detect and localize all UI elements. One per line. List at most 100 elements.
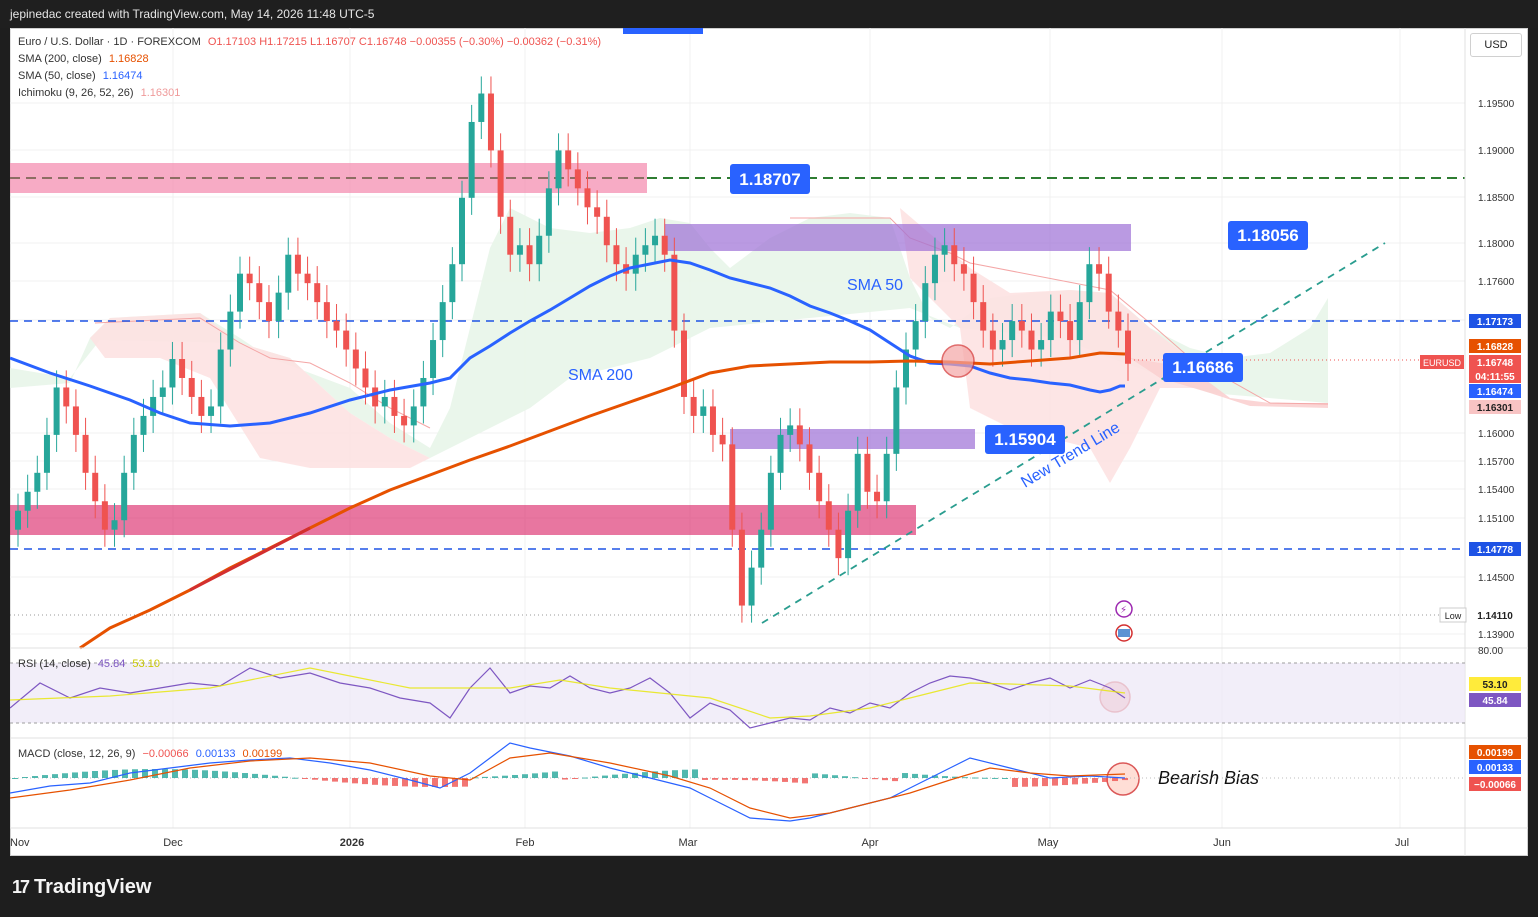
candle: [304, 256, 311, 301]
lightning-icon[interactable]: [1115, 600, 1133, 618]
macd-bar: [792, 778, 798, 783]
candle: [507, 199, 514, 272]
macd-bar: [412, 778, 418, 787]
label-level-top: 1.18707: [730, 164, 810, 194]
macd-bar: [332, 778, 338, 782]
candle: [101, 484, 108, 547]
candle: [671, 237, 678, 348]
macd-bar: [562, 778, 568, 780]
candle: [1076, 285, 1083, 358]
price-tick: 1.19000: [1478, 146, 1515, 157]
svg-text:⚡: ⚡: [1120, 605, 1127, 616]
svg-text:1.16686: 1.16686: [1172, 358, 1233, 377]
time-label: May: [1038, 837, 1059, 849]
price-badge: 1.16828: [1469, 339, 1521, 353]
candle: [1067, 304, 1074, 358]
price-tick: 1.15100: [1478, 514, 1515, 525]
price-badge: 1.14110: [1469, 608, 1521, 622]
svg-text:Low: Low: [1445, 611, 1462, 621]
macd-bar: [52, 774, 58, 778]
macd-bar: [682, 769, 688, 778]
macd-bar: [1042, 778, 1048, 787]
candle: [1125, 313, 1131, 381]
macd-pane: [10, 742, 1465, 822]
sma50-text: SMA 50: [847, 277, 903, 294]
candle: [179, 341, 186, 396]
price-tick: 1.13900: [1478, 630, 1515, 641]
macd-bar: [42, 775, 48, 778]
candle: [999, 322, 1006, 367]
macd-bar: [632, 772, 638, 778]
candle: [343, 313, 350, 367]
currency-button[interactable]: USD: [1470, 33, 1522, 57]
svg-text:1.17173: 1.17173: [1477, 317, 1514, 328]
candle: [526, 228, 533, 282]
price-tick: 1.14500: [1478, 573, 1515, 584]
candle: [82, 417, 89, 490]
candle: [294, 237, 301, 291]
footer-bar: [0, 856, 1538, 917]
candle: [700, 389, 707, 433]
candle: [169, 341, 176, 405]
macd-bar: [12, 778, 18, 779]
macd-bar: [1032, 778, 1038, 787]
time-label: Dec: [163, 837, 183, 849]
candle: [1047, 294, 1054, 358]
candle: [188, 360, 195, 415]
macd-bar: [1082, 778, 1088, 784]
macd-bar: [222, 771, 228, 778]
candle: [719, 417, 726, 462]
macd-bar: [382, 778, 388, 786]
macd-bar: [172, 769, 178, 778]
legend-main: Euro / U.S. Dollar · 1D · FOREXCOM O1.17…: [18, 36, 601, 48]
tradingview-logo: 17 TradingView: [12, 876, 152, 898]
candle: [796, 408, 803, 462]
macd-bar: [442, 778, 448, 787]
macd-bar: [622, 773, 628, 778]
candle: [738, 512, 745, 623]
macd-bar: [892, 778, 898, 782]
macd-histogram: [12, 769, 1128, 787]
tradingview-logo-icon: 17: [12, 877, 30, 897]
macd-bar: [522, 774, 528, 778]
svg-text:1.14778: 1.14778: [1477, 545, 1514, 556]
price-scale[interactable]: 1.19500 1.19000 1.18500 1.18000 1.17600 1.160…: [1478, 99, 1515, 657]
macd-bar: [882, 778, 888, 781]
time-axis[interactable]: Nov Dec 2026 Feb Mar Apr May Jun Jul: [10, 837, 1409, 849]
candle: [951, 228, 958, 282]
price-badge: 04:11:55: [1469, 369, 1521, 383]
chart-canvas[interactable]: ⚡ SMA 50 SMA 200 New Trend Line Bearish …: [10, 28, 1528, 856]
svg-text:45.84: 45.84: [1482, 696, 1507, 707]
macd-bar: [1122, 778, 1128, 781]
price-badges: 1.17173 1.16828 1.16748 04:11:55 1.16474 1.16…: [1420, 314, 1521, 791]
macd-bar: [352, 778, 358, 784]
macd-bar: [372, 778, 378, 785]
candle: [121, 455, 128, 538]
candle: [545, 171, 552, 253]
candle: [92, 455, 99, 519]
macd-bar: [462, 778, 468, 787]
macd-bar: [732, 778, 738, 780]
macd-bar: [72, 772, 78, 778]
svg-text:1.16301: 1.16301: [1477, 403, 1514, 414]
svg-text:1.14110: 1.14110: [1477, 611, 1513, 622]
candle: [468, 104, 475, 215]
macd-bar: [92, 771, 98, 778]
candle: [275, 275, 282, 339]
price-tick: 1.17600: [1478, 277, 1515, 288]
macd-bar: [772, 778, 778, 782]
rsi-badge: 53.10: [1469, 677, 1521, 691]
svg-text:1.18707: 1.18707: [739, 170, 800, 189]
legend-sma200: SMA (200, close) 1.16828: [18, 53, 149, 65]
svg-text:04:11:55: 04:11:55: [1475, 372, 1515, 383]
macd-bar: [652, 771, 658, 778]
svg-text:53.10: 53.10: [1482, 680, 1507, 691]
candle: [478, 76, 485, 140]
macd-bar: [912, 773, 918, 778]
time-label: Nov: [10, 837, 30, 849]
zone-resistance: [665, 224, 1131, 251]
svg-text:0.00199: 0.00199: [1477, 748, 1514, 759]
macd-bar: [1012, 778, 1018, 787]
legend-ichimoku: Ichimoku (9, 26, 52, 26) 1.16301: [18, 87, 181, 99]
macd-bar: [482, 776, 488, 778]
